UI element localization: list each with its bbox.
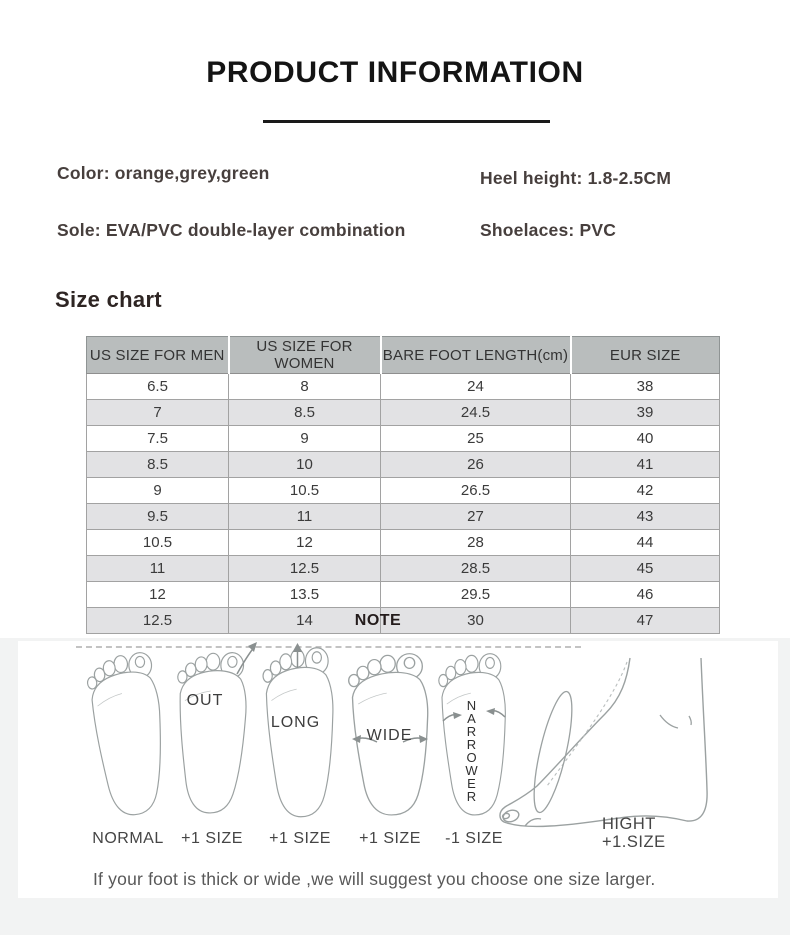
cell-us-women: 11 [228, 503, 381, 530]
size-chart-heading: Size chart [55, 287, 162, 312]
cell-us-men: 9.5 [86, 503, 229, 530]
cell-us-men: 10.5 [86, 529, 229, 556]
table-row: 9.5 11 27 43 [86, 503, 720, 530]
size-label-plus1-wide: +1 SIZE [359, 830, 421, 847]
cell-us-men: 6.5 [86, 373, 229, 400]
cell-foot-length: 28.5 [380, 555, 571, 582]
cell-eur-size: 39 [570, 399, 720, 426]
cell-eur-size: 42 [570, 477, 720, 504]
cell-eur-size: 43 [570, 503, 720, 530]
foot-out-sketch [170, 649, 250, 816]
table-row: 12.5 14 30 47 [86, 607, 720, 634]
foot-normal-sketch [85, 650, 168, 818]
cell-us-women: 12.5 [228, 555, 381, 582]
cell-foot-length: 24.5 [380, 399, 571, 426]
table-row: 6.5 8 24 38 [86, 373, 720, 400]
table-header-row: US SIZE FOR MEN US SIZE FOR WOMEN BARE F… [86, 336, 720, 374]
spec-shoelaces: Shoelaces: PVC [480, 220, 617, 240]
feet-diagram-illustration [85, 642, 708, 828]
cell-us-men: 7.5 [86, 425, 229, 452]
cell-us-women: 8.5 [228, 399, 381, 426]
footer-note-text: If your foot is thick or wide ,we will s… [93, 869, 656, 889]
table-row: 11 12.5 28.5 45 [86, 555, 720, 582]
table-row: 12 13.5 29.5 46 [86, 581, 720, 608]
cell-foot-length: 29.5 [380, 581, 571, 608]
spec-color: Color: orange,grey,green [57, 163, 270, 183]
foot-label-wide: WIDE [366, 727, 413, 744]
cell-us-men: 9 [86, 477, 229, 504]
cell-foot-length: 25 [380, 425, 571, 452]
cell-foot-length: 26 [380, 451, 571, 478]
cell-foot-length: 28 [380, 529, 571, 556]
foot-side-view-sketch [499, 657, 708, 828]
size-chart-table: US SIZE FOR MEN US SIZE FOR WOMEN BARE F… [86, 336, 720, 634]
cell-us-men: 12.5 [86, 607, 229, 634]
cell-eur-size: 41 [570, 451, 720, 478]
page-title: PRODUCT INFORMATION [206, 56, 584, 89]
table-row: 7 8.5 24.5 39 [86, 399, 720, 426]
size-label-hight: HIGHT +1.SIZE [602, 815, 666, 851]
col-header-eur-size: EUR SIZE [569, 336, 720, 374]
size-label-hight-line2: +1.SIZE [602, 833, 666, 851]
col-header-us-men: US SIZE FOR MEN [86, 336, 229, 374]
cell-us-women: 12 [228, 529, 381, 556]
foot-label-long: LONG [270, 714, 321, 731]
size-label-minus1-narrower: -1 SIZE [445, 830, 503, 847]
cell-us-women: 10.5 [228, 477, 381, 504]
cell-us-men: 7 [86, 399, 229, 426]
cell-foot-length: 24 [380, 373, 571, 400]
table-row: 10.5 12 28 44 [86, 529, 720, 556]
table-row: 9 10.5 26.5 42 [86, 477, 720, 504]
cell-foot-length: 27 [380, 503, 571, 530]
cell-foot-length: 26.5 [380, 477, 571, 504]
note-heading: NOTE [354, 612, 402, 629]
spec-sole: Sole: EVA/PVC double-layer combination [57, 220, 406, 240]
size-label-normal: NORMAL [92, 830, 164, 847]
cell-us-women: 13.5 [228, 581, 381, 608]
cell-us-women: 9 [228, 425, 381, 452]
cell-eur-size: 40 [570, 425, 720, 452]
foot-long-sketch [262, 647, 334, 818]
cell-us-women: 10 [228, 451, 381, 478]
title-underline [263, 120, 550, 123]
cell-us-men: 11 [86, 555, 229, 582]
col-header-foot-length: BARE FOOT LENGTH(cm) [379, 336, 571, 374]
cell-eur-size: 47 [570, 607, 720, 634]
size-label-plus1-out: +1 SIZE [181, 830, 243, 847]
cell-eur-size: 46 [570, 581, 720, 608]
spec-heel-height: Heel height: 1.8-2.5CM [480, 168, 672, 188]
size-label-hight-line1: HIGHT [602, 815, 656, 833]
cell-eur-size: 38 [570, 373, 720, 400]
foot-label-narrower: NARROWER [464, 698, 479, 802]
foot-label-out: OUT [186, 692, 224, 709]
cell-us-men: 12 [86, 581, 229, 608]
table-row: 8.5 10 26 41 [86, 451, 720, 478]
size-label-plus1-long: +1 SIZE [269, 830, 331, 847]
col-header-us-women: US SIZE FOR WOMEN [227, 336, 381, 374]
cell-us-women: 8 [228, 373, 381, 400]
cell-us-men: 8.5 [86, 451, 229, 478]
toe-alignment-dashed-line [76, 646, 581, 648]
table-row: 7.5 9 25 40 [86, 425, 720, 452]
cell-eur-size: 44 [570, 529, 720, 556]
cell-eur-size: 45 [570, 555, 720, 582]
cell-foot-length: 30 [380, 607, 571, 634]
